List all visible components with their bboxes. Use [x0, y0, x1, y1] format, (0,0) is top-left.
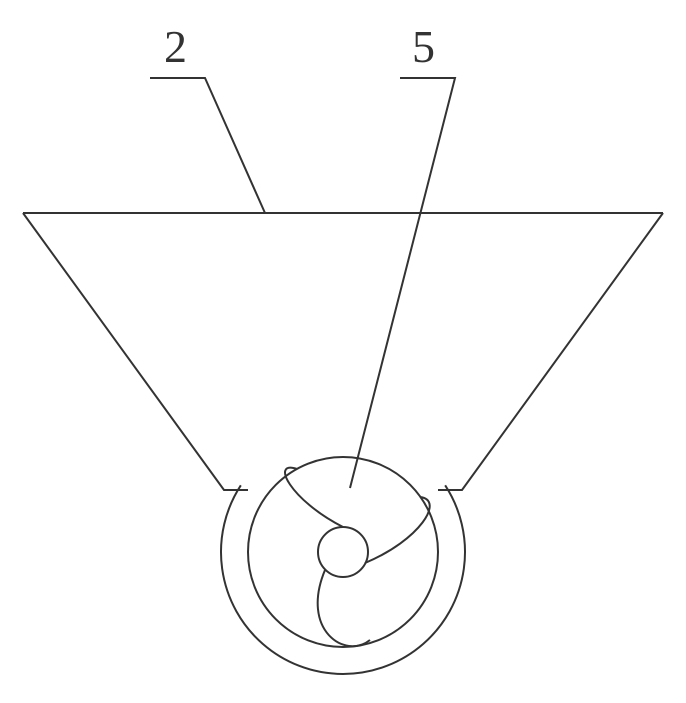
leader-line-2 — [150, 78, 265, 213]
technical-diagram — [0, 0, 686, 703]
rotor-blade — [365, 497, 430, 563]
rotor-blade — [285, 468, 343, 527]
funnel-right-side — [438, 213, 663, 490]
rotor-hub — [318, 527, 368, 577]
rotor-inner-circle — [248, 457, 438, 647]
leader-line-5 — [350, 78, 455, 488]
callout-label-2: 2 — [164, 20, 187, 73]
funnel-left-side — [23, 213, 248, 490]
callout-label-5: 5 — [412, 20, 435, 73]
rotor-blade — [318, 570, 370, 646]
callout-label-5-text: 5 — [412, 21, 435, 72]
callout-label-2-text: 2 — [164, 21, 187, 72]
